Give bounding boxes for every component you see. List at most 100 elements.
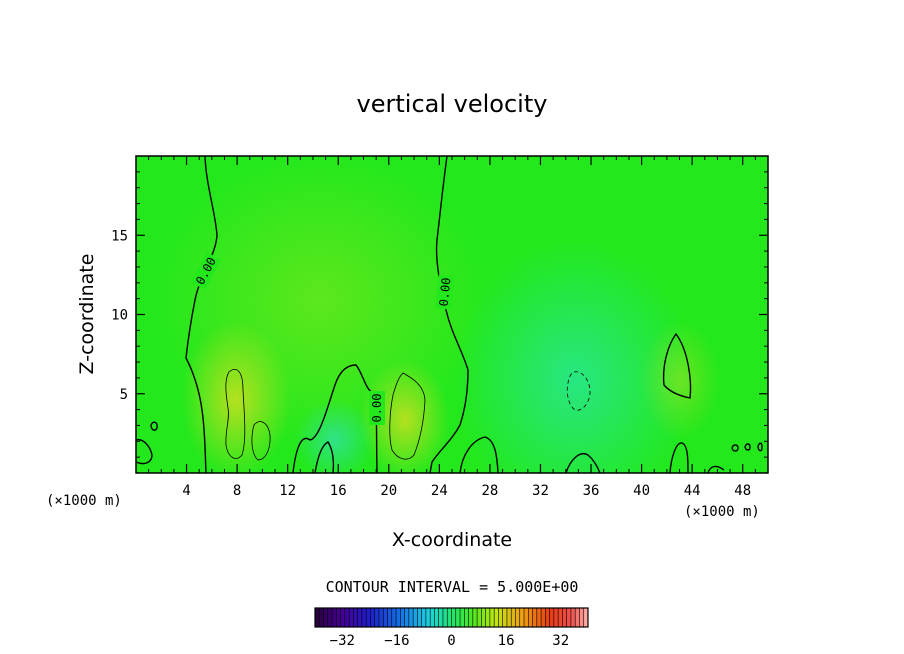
contour-zero-low-1 bbox=[459, 436, 499, 473]
colorbar-swatch bbox=[455, 608, 461, 627]
contour-zero-middle bbox=[429, 156, 469, 473]
contour-label-middle-group: 0.00 bbox=[435, 274, 455, 310]
colorbar-swatch bbox=[430, 608, 435, 627]
x-tick-label: 16 bbox=[330, 483, 347, 499]
colorbar-swatch bbox=[451, 608, 457, 627]
colorbar-swatch bbox=[340, 608, 346, 627]
colorbar-swatch bbox=[408, 608, 414, 627]
x-tick-label: 32 bbox=[532, 483, 549, 499]
contour-zero-tiny bbox=[150, 421, 158, 431]
x-tick-label: 28 bbox=[481, 483, 498, 499]
colorbar-swatch bbox=[387, 608, 393, 627]
colorbar-tick-label: −16 bbox=[384, 633, 409, 649]
colorbar-tick-label: 0 bbox=[447, 633, 455, 649]
colorbar-swatch bbox=[532, 608, 538, 627]
colorbar-swatch bbox=[361, 608, 367, 627]
colorbar-swatch bbox=[396, 608, 401, 627]
colorbar-swatch bbox=[570, 608, 576, 627]
colorbar-swatch bbox=[344, 608, 350, 627]
colorbar-swatch bbox=[489, 608, 495, 627]
contour-pos-center bbox=[389, 372, 426, 460]
colorbar-swatch bbox=[545, 608, 551, 627]
x-tick-label: 40 bbox=[633, 483, 650, 499]
x-axis-ticks: 4 8 12 16 20 24 28 32 36 40 44 48 bbox=[148, 156, 756, 499]
y-axis-ticks: 5 10 15 bbox=[111, 171, 768, 458]
colorbar bbox=[314, 607, 589, 628]
colorbar-swatch bbox=[425, 608, 431, 627]
contour-label-low: 0.00 bbox=[370, 394, 384, 423]
colorbar-swatch bbox=[481, 608, 487, 627]
x-tick-label: 48 bbox=[734, 483, 751, 499]
colorbar-swatch bbox=[353, 608, 359, 627]
colorbar-swatch bbox=[515, 608, 521, 627]
colorbar-swatch bbox=[336, 608, 342, 627]
colorbar-swatch bbox=[583, 608, 589, 627]
colorbar-swatch bbox=[383, 608, 389, 627]
heatmap-field: 0.00 0.00 0.00 bbox=[136, 156, 768, 473]
x-tick-label: 44 bbox=[684, 483, 701, 499]
x-axis-label: X-coordinate bbox=[392, 529, 512, 551]
colorbar-swatch bbox=[485, 608, 491, 627]
colorbar-tick-label: 32 bbox=[552, 633, 569, 649]
downdraft-region-right bbox=[455, 240, 695, 473]
contour-zero-dots-2 bbox=[744, 443, 751, 451]
colorbar-swatch bbox=[447, 608, 452, 627]
contour-lines bbox=[136, 156, 763, 473]
contour-zero-low-5 bbox=[707, 465, 725, 473]
y-tick-label: 10 bbox=[111, 308, 128, 324]
colorbar-swatch bbox=[502, 608, 508, 627]
colorbar-swatch bbox=[391, 608, 397, 627]
colorbar-swatch bbox=[498, 608, 504, 627]
contour-pos-left bbox=[225, 369, 246, 459]
chart-title: vertical velocity bbox=[357, 90, 548, 118]
colorbar-swatch bbox=[404, 608, 410, 627]
colorbar-swatch bbox=[558, 608, 563, 627]
x-tick-label: 4 bbox=[182, 483, 190, 499]
colorbar-swatch bbox=[438, 608, 444, 627]
contour-zero-edge-left bbox=[136, 438, 153, 465]
y-tick-label: 5 bbox=[120, 387, 128, 403]
colorbar-tick-label: 16 bbox=[498, 633, 515, 649]
colorbar-swatch bbox=[553, 608, 559, 627]
colorbar-swatch bbox=[566, 608, 572, 627]
colorbar-swatch bbox=[472, 608, 478, 627]
colorbar-swatch bbox=[357, 608, 363, 627]
colorbar-swatch bbox=[528, 608, 534, 627]
updraft-region-left bbox=[181, 320, 291, 473]
colorbar-swatch bbox=[327, 608, 333, 627]
colorbar-swatch bbox=[519, 608, 525, 627]
colorbar-swatch bbox=[374, 608, 380, 627]
colorbar-swatch bbox=[562, 608, 568, 627]
colorbar-swatch bbox=[378, 608, 384, 627]
contour-lines-positive bbox=[225, 369, 426, 461]
y-axis-label: Z-coordinate bbox=[76, 254, 98, 375]
colorbar-swatch bbox=[413, 608, 418, 627]
y-tick-label: 15 bbox=[111, 228, 128, 244]
colorbar-swatch bbox=[579, 608, 585, 627]
x-unit-left: (×1000 m) bbox=[46, 493, 122, 509]
colorbar-swatch bbox=[319, 608, 325, 627]
colorbar-swatch bbox=[417, 608, 423, 627]
colorbar-swatch bbox=[323, 608, 329, 627]
colorbar-swatch bbox=[536, 608, 542, 627]
colorbar-swatch bbox=[468, 608, 474, 627]
colorbar-swatch bbox=[366, 608, 371, 627]
colorbar-swatch bbox=[400, 608, 406, 627]
contour-zero-dots-1 bbox=[731, 444, 739, 452]
downdraft-region-low bbox=[295, 400, 375, 473]
colorbar-swatch bbox=[442, 608, 448, 627]
colorbar-swatch bbox=[370, 608, 376, 627]
colorbar-swatch bbox=[506, 608, 512, 627]
colorbar-swatch bbox=[494, 608, 499, 627]
contour-label-middle: 0.00 bbox=[437, 277, 454, 307]
updraft-region-right bbox=[640, 320, 720, 440]
contour-pos-left-b bbox=[251, 421, 271, 461]
colorbar-swatch bbox=[349, 608, 354, 627]
contour-zero-low-2 bbox=[314, 441, 335, 473]
x-tick-label: 20 bbox=[380, 483, 397, 499]
contour-zero-right-closed bbox=[662, 332, 692, 399]
colorbar-ticks: −32 −16 0 16 32 bbox=[330, 633, 569, 649]
x-unit-right: (×1000 m) bbox=[684, 504, 760, 520]
colorbar-swatch bbox=[575, 608, 580, 627]
